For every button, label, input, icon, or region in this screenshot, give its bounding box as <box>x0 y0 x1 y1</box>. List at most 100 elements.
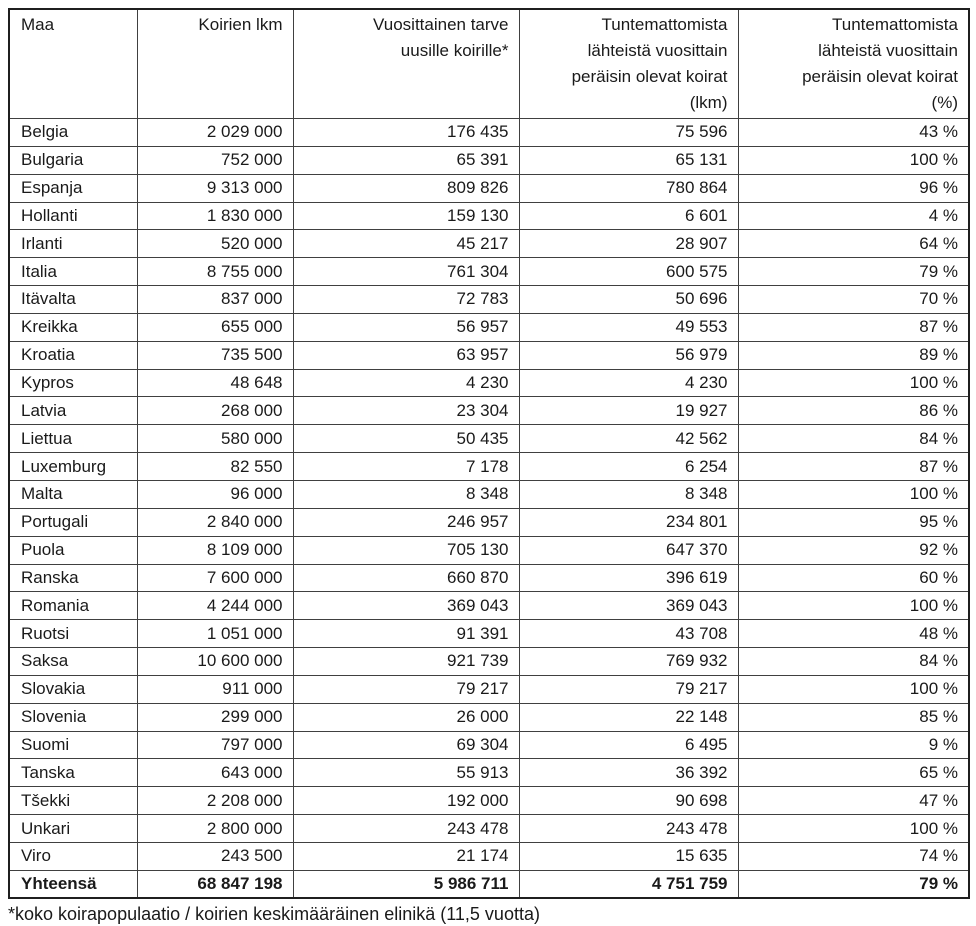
value-cell: 2 208 000 <box>136 786 294 816</box>
table-row: Suomi 797 000 69 304 6 495 9 % <box>8 730 970 760</box>
value-cell: 96 % <box>737 173 970 203</box>
value-cell: 79 217 <box>292 674 520 704</box>
value-cell: 243 478 <box>518 814 739 843</box>
value-cell: 369 043 <box>292 591 520 621</box>
value-cell: 159 130 <box>292 201 520 231</box>
value-cell: 19 927 <box>518 396 739 426</box>
value-cell: 22 148 <box>518 702 739 732</box>
country-cell: Kypros <box>8 368 138 398</box>
table-row: Luxemburg 82 550 7 178 6 254 87 % <box>8 452 970 481</box>
value-cell: 797 000 <box>136 730 294 760</box>
table-row: Kreikka 655 000 56 957 49 553 87 % <box>8 312 970 342</box>
value-cell: 75 596 <box>518 118 739 147</box>
country-cell: Viro <box>8 841 138 871</box>
header-row: Maa Koirien lkm Vuosittainen tarve uusille … <box>8 8 970 119</box>
value-cell: 176 435 <box>292 118 520 147</box>
table-row: Kypros 48 648 4 230 4 230 100 % <box>8 368 970 398</box>
table-row: Latvia 268 000 23 304 19 927 86 % <box>8 396 970 426</box>
value-cell: 92 % <box>737 535 970 565</box>
value-cell: 369 043 <box>518 591 739 621</box>
value-cell: 84 % <box>737 647 970 676</box>
value-cell: 50 435 <box>292 424 520 454</box>
country-cell: Hollanti <box>8 201 138 231</box>
value-cell: 4 230 <box>292 368 520 398</box>
country-cell: Yhteensä <box>8 869 138 899</box>
table-row: Itävalta 837 000 72 783 50 696 70 % <box>8 285 970 314</box>
value-cell: 65 391 <box>292 145 520 175</box>
dog-import-table: Maa Koirien lkm Vuosittainen tarve uusille … <box>8 8 970 900</box>
table-row: Unkari 2 800 000 243 478 243 478 100 % <box>8 814 970 843</box>
value-cell: 100 % <box>737 814 970 843</box>
table-row: Viro 243 500 21 174 15 635 74 % <box>8 841 970 871</box>
table-row: Tšekki 2 208 000 192 000 90 698 47 % <box>8 786 970 816</box>
value-cell: 809 826 <box>292 173 520 203</box>
value-cell: 2 840 000 <box>136 507 294 537</box>
value-cell: 23 304 <box>292 396 520 426</box>
value-cell: 79 % <box>737 257 970 287</box>
value-cell: 43 % <box>737 118 970 147</box>
value-cell: 660 870 <box>292 563 520 593</box>
value-cell: 45 217 <box>292 229 520 259</box>
country-cell: Liettua <box>8 424 138 454</box>
column-header-line: peräisin olevat koirat <box>571 67 728 86</box>
value-cell: 9 313 000 <box>136 173 294 203</box>
value-cell: 7 600 000 <box>136 563 294 593</box>
column-header: Tuntemattomista lähteistä vuosittain peräi… <box>518 8 739 119</box>
column-header: Maa <box>8 8 138 119</box>
value-cell: 15 635 <box>518 841 739 871</box>
value-cell: 48 % <box>737 619 970 649</box>
table-row: Romania 4 244 000 369 043 369 043 100 % <box>8 591 970 621</box>
value-cell: 87 % <box>737 452 970 481</box>
column-header-line: Tuntemattomista <box>601 15 728 34</box>
value-cell: 8 348 <box>292 479 520 509</box>
value-cell: 837 000 <box>136 285 294 314</box>
value-cell: 85 % <box>737 702 970 732</box>
table-row: Slovakia 911 000 79 217 79 217 100 % <box>8 674 970 704</box>
value-cell: 705 130 <box>292 535 520 565</box>
value-cell: 780 864 <box>518 173 739 203</box>
value-cell: 246 957 <box>292 507 520 537</box>
country-cell: Kreikka <box>8 312 138 342</box>
value-cell: 48 648 <box>136 368 294 398</box>
value-cell: 100 % <box>737 368 970 398</box>
value-cell: 74 % <box>737 841 970 871</box>
value-cell: 95 % <box>737 507 970 537</box>
country-cell: Saksa <box>8 647 138 676</box>
value-cell: 49 553 <box>518 312 739 342</box>
value-cell: 9 % <box>737 730 970 760</box>
column-header-line: Koirien lkm <box>198 15 283 34</box>
value-cell: 769 932 <box>518 647 739 676</box>
value-cell: 63 957 <box>292 340 520 370</box>
table-row: Espanja 9 313 000 809 826 780 864 96 % <box>8 173 970 203</box>
country-cell: Suomi <box>8 730 138 760</box>
value-cell: 243 500 <box>136 841 294 871</box>
country-cell: Itävalta <box>8 285 138 314</box>
value-cell: 47 % <box>737 786 970 816</box>
value-cell: 56 979 <box>518 340 739 370</box>
value-cell: 911 000 <box>136 674 294 704</box>
table-row: Saksa 10 600 000 921 739 769 932 84 % <box>8 647 970 676</box>
value-cell: 70 % <box>737 285 970 314</box>
country-cell: Tanska <box>8 758 138 788</box>
value-cell: 752 000 <box>136 145 294 175</box>
column-header-line: Maa <box>21 15 55 34</box>
value-cell: 8 348 <box>518 479 739 509</box>
country-cell: Latvia <box>8 396 138 426</box>
column-header-line: lähteistä vuosittain <box>587 41 728 60</box>
value-cell: 5 986 711 <box>292 869 520 899</box>
column-header-line: Tuntemattomista <box>832 15 958 34</box>
country-cell: Kroatia <box>8 340 138 370</box>
value-cell: 2 800 000 <box>136 814 294 843</box>
table-body: Belgia 2 029 000 176 435 75 596 43 % Bulgaria… <box>8 118 970 899</box>
value-cell: 69 304 <box>292 730 520 760</box>
value-cell: 91 391 <box>292 619 520 649</box>
value-cell: 1 051 000 <box>136 619 294 649</box>
country-cell: Irlanti <box>8 229 138 259</box>
value-cell: 192 000 <box>292 786 520 816</box>
table-row: Belgia 2 029 000 176 435 75 596 43 % <box>8 118 970 147</box>
value-cell: 4 % <box>737 201 970 231</box>
table-row: Bulgaria 752 000 65 391 65 131 100 % <box>8 145 970 175</box>
column-header-line: (lkm) <box>689 93 728 112</box>
value-cell: 580 000 <box>136 424 294 454</box>
